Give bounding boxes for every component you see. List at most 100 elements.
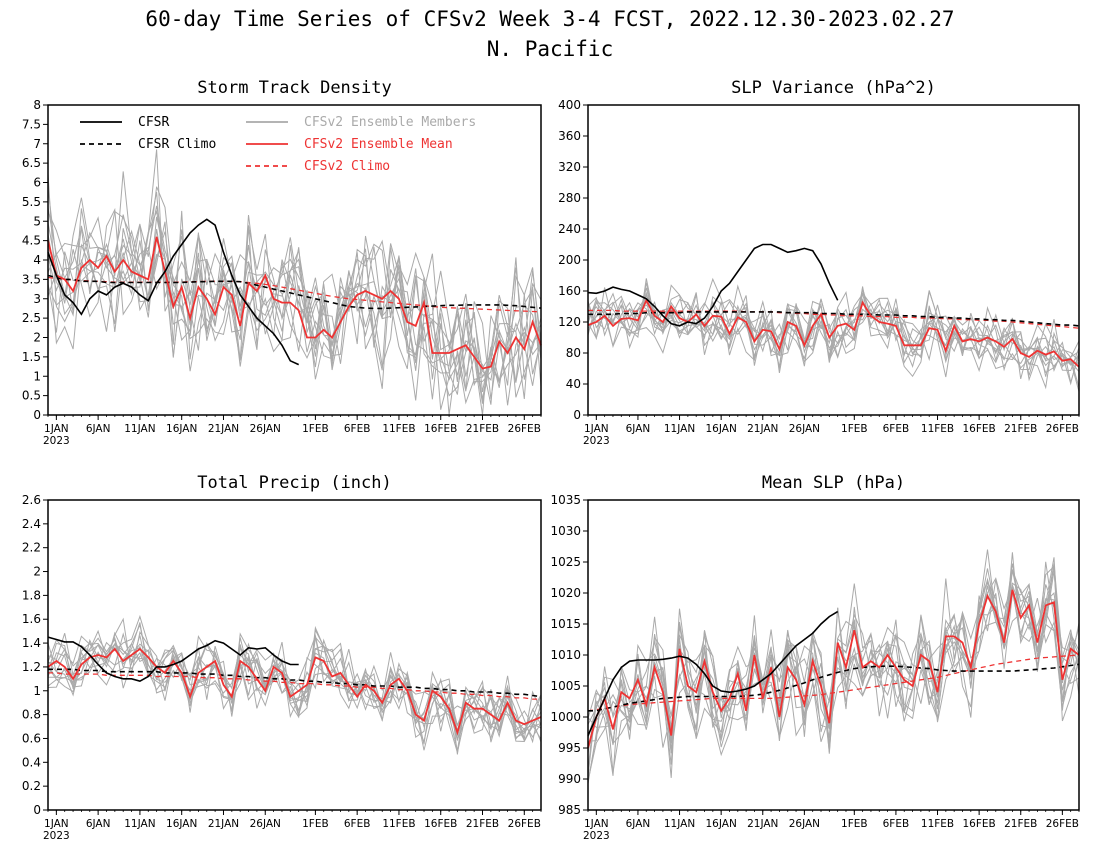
- x-tick-label: 1JAN: [584, 818, 609, 830]
- y-tick-label: 0: [33, 408, 41, 422]
- y-tick-label: 5.5: [22, 195, 41, 209]
- y-tick-label: 320: [558, 160, 581, 174]
- y-tick-label: 1030: [550, 524, 581, 538]
- y-tick-label: 1.2: [22, 660, 41, 674]
- y-tick-label: 3.5: [22, 272, 41, 286]
- x-year-label: 2023: [583, 435, 610, 447]
- y-tick-label: 2: [33, 331, 41, 345]
- x-tick-label: 21FEB: [1004, 423, 1037, 435]
- member-line: [47, 227, 542, 395]
- plot-frame: [47, 499, 542, 811]
- panel-title: Total Precip (inch): [197, 473, 391, 493]
- x-tick-label: 11FEB: [382, 423, 415, 435]
- x-tick-label: 26JAN: [250, 423, 281, 435]
- cfsv2-climo-line: [48, 672, 541, 700]
- y-tick-label: 0.5: [22, 389, 41, 403]
- x-tick-label: 6FEB: [883, 818, 910, 830]
- cfsv2-climo-line: [588, 309, 1080, 329]
- panel-title: SLP Variance (hPa^2): [731, 78, 936, 98]
- plot-frame: [587, 104, 1080, 416]
- y-tick-label: 1.4: [22, 636, 41, 650]
- x-tick-label: 21JAN: [747, 423, 778, 435]
- y-tick-label: 1.6: [22, 612, 41, 626]
- y-tick-label: 1010: [550, 648, 581, 662]
- x-tick-label: 1FEB: [841, 818, 868, 830]
- ensemble-mean-line: [47, 236, 542, 370]
- y-tick-label: 360: [558, 129, 581, 143]
- y-tick-label: 7: [33, 137, 41, 151]
- cfsr-climo-line: [48, 668, 542, 698]
- x-tick-label: 21JAN: [208, 423, 239, 435]
- y-tick-label: 2.5: [22, 311, 41, 325]
- y-tick-label: 200: [558, 253, 581, 267]
- x-year-label: 2023: [583, 830, 610, 842]
- y-tick-label: 2: [33, 565, 41, 579]
- y-tick-label: 1: [33, 369, 41, 383]
- member-line: [587, 295, 1080, 374]
- y-tick-label: 160: [558, 284, 581, 298]
- y-tick-label: 1005: [550, 679, 581, 693]
- x-tick-label: 6JAN: [86, 423, 111, 435]
- x-tick-label: 6JAN: [626, 423, 651, 435]
- y-tick-label: 7.5: [22, 117, 41, 131]
- member-line: [47, 631, 542, 751]
- legend-cfsv2-climo-label: CFSv2 Climo: [304, 159, 390, 174]
- y-tick-label: 2.2: [22, 541, 41, 555]
- y-tick-label: 6.5: [22, 156, 41, 170]
- x-tick-label: 11FEB: [921, 423, 954, 435]
- cfsr-line: [47, 218, 300, 366]
- x-tick-label: 21FEB: [466, 818, 499, 830]
- x-tick-label: 26FEB: [1046, 818, 1079, 830]
- legend-cfsr-climo-label: CFSR Climo: [138, 137, 216, 152]
- y-tick-label: 1.5: [22, 350, 41, 364]
- x-tick-label: 11JAN: [664, 423, 695, 435]
- x-tick-label: 21FEB: [1004, 818, 1037, 830]
- member-line: [587, 284, 1080, 386]
- legend-cfsr-label: CFSR: [138, 115, 169, 130]
- panel-1: Storm Track Density 0 0.5 1 1.5 2 2.5 3 3.5 4 4.5 5…: [22, 78, 542, 447]
- y-tick-label: 1.8: [22, 588, 41, 602]
- y-tick-label: 240: [558, 222, 581, 236]
- x-tick-label: 11JAN: [664, 818, 695, 830]
- x-tick-label: 16JAN: [166, 423, 197, 435]
- x-tick-label: 6FEB: [344, 423, 371, 435]
- legend: CFSR CFSR Climo CFSv2 Ensemble Members CFSv…: [80, 115, 476, 174]
- y-tick-label: 8: [33, 98, 41, 112]
- y-tick-label: 3: [33, 292, 41, 306]
- x-tick-label: 21JAN: [208, 818, 239, 830]
- x-tick-label: 1JAN: [44, 423, 69, 435]
- y-tick-label: 1: [33, 684, 41, 698]
- x-tick-label: 16JAN: [705, 818, 736, 830]
- y-tick-label: 280: [558, 191, 581, 205]
- y-tick-label: 400: [558, 98, 581, 112]
- x-tick-label: 21JAN: [747, 818, 778, 830]
- x-tick-label: 21FEB: [466, 423, 499, 435]
- y-tick-label: 80: [566, 346, 581, 360]
- member-line: [47, 637, 542, 755]
- x-tick-label: 16FEB: [963, 818, 996, 830]
- y-tick-label: 0.2: [22, 779, 41, 793]
- x-tick-label: 11JAN: [124, 818, 155, 830]
- member-line: [47, 208, 542, 400]
- cfsr-climo-line: [588, 311, 1080, 327]
- cfsr-line: [587, 610, 839, 736]
- y-tick-label: 0.8: [22, 708, 41, 722]
- x-tick-label: 26FEB: [1046, 423, 1079, 435]
- cfsr-line: [47, 636, 299, 683]
- legend-ensemble-members-label: CFSv2 Ensemble Members: [304, 115, 476, 130]
- x-tick-label: 1FEB: [302, 423, 329, 435]
- y-tick-label: 2.6: [22, 493, 41, 507]
- member-line: [587, 292, 1080, 373]
- y-tick-label: 0: [33, 803, 41, 817]
- y-tick-label: 0.4: [22, 755, 41, 769]
- legend-ensemble-mean-label: CFSv2 Ensemble Mean: [304, 137, 453, 152]
- ensemble-mean-line: [47, 647, 542, 736]
- cfsr-climo-line: [588, 663, 1080, 712]
- member-line: [47, 207, 542, 405]
- figure-subtitle: N. Pacific: [487, 37, 613, 61]
- panel-2: SLP Variance (hPa^2) 0 40 80 120 160 200 240 280…: [558, 78, 1080, 447]
- y-tick-label: 40: [566, 377, 581, 391]
- member-line: [587, 563, 1080, 748]
- x-tick-label: 11JAN: [124, 423, 155, 435]
